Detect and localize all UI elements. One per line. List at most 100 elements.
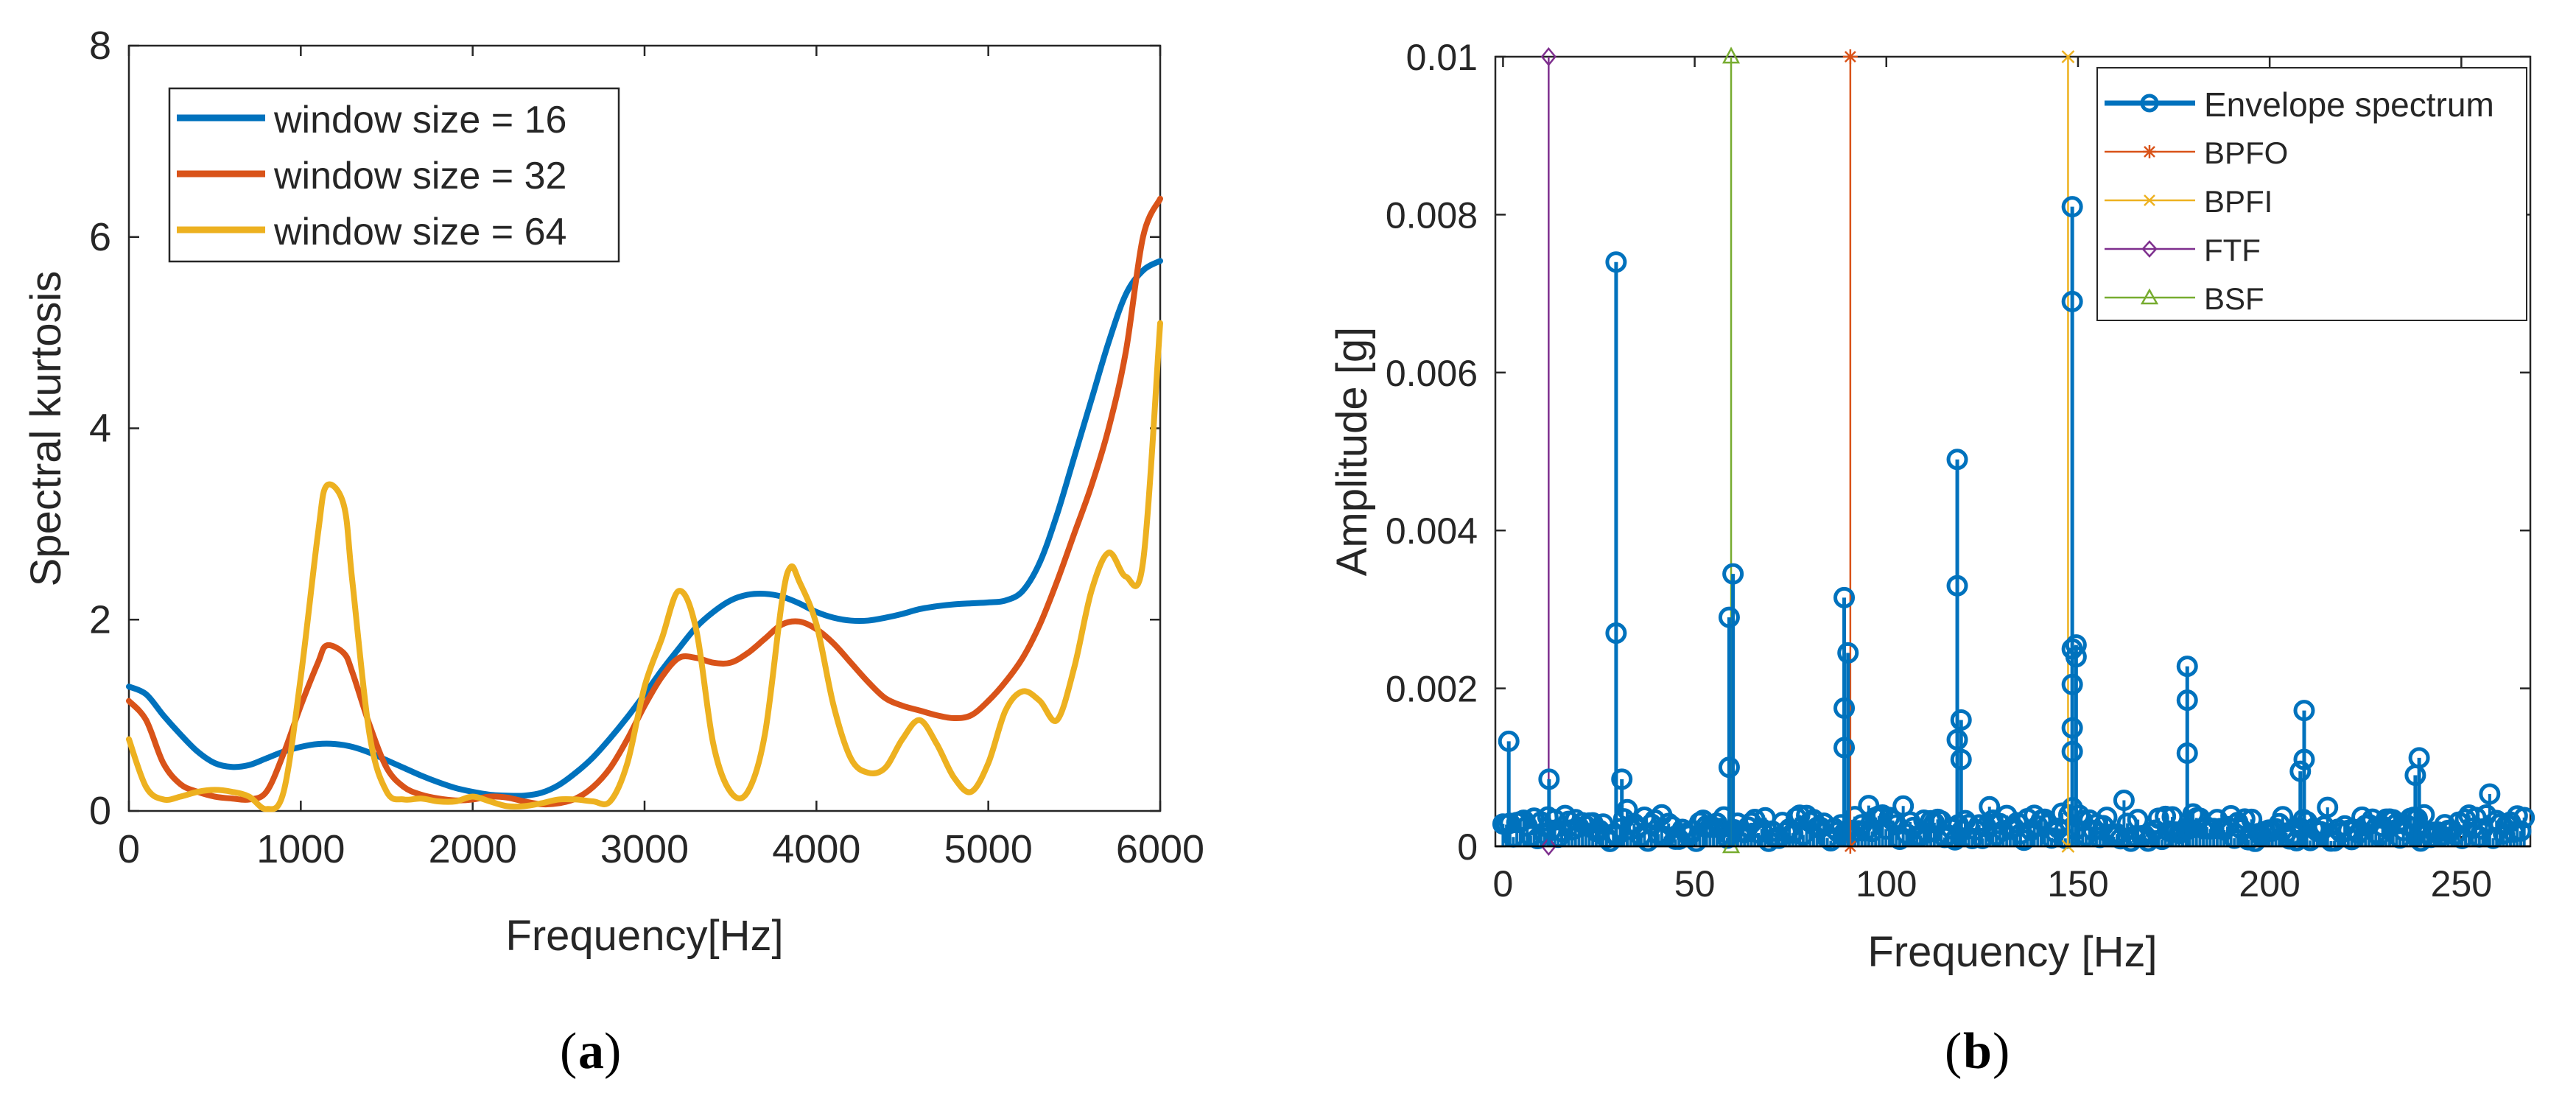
b-peak-marker-14-1 bbox=[2293, 748, 2315, 770]
a-xtick-label-5: 5000 bbox=[944, 827, 1033, 871]
b-ytick-label-3: 0.006 bbox=[1386, 353, 1478, 394]
b-fault-marker-bpfi-0 bbox=[2061, 50, 2075, 63]
panel-a-x-axis-label: Frequency[Hz] bbox=[505, 912, 783, 960]
b-peak-marker-9-0 bbox=[1950, 709, 1972, 731]
b-peak-marker-12-2 bbox=[2176, 742, 2198, 765]
b-peak-marker-7-0 bbox=[1837, 642, 1859, 664]
b-xtick-label-1: 50 bbox=[1674, 863, 1716, 904]
b-noise-floor-group bbox=[1492, 783, 2535, 852]
a-ytick-label-4: 8 bbox=[89, 24, 111, 68]
b-peak-marker-5-0 bbox=[1722, 563, 1744, 585]
b-peak-marker-4-0 bbox=[1718, 606, 1740, 628]
b-ytick-label-1: 0.002 bbox=[1386, 669, 1478, 710]
b-peak-marker-12-1 bbox=[2176, 689, 2198, 712]
legend-marker-bpfi bbox=[2144, 194, 2155, 206]
legend-marker-envelope bbox=[2140, 94, 2159, 113]
a-ytick-label-2: 4 bbox=[89, 407, 111, 451]
a-xtick-label-6: 6000 bbox=[1116, 827, 1204, 871]
b-fault-marker-bpfo-0 bbox=[1842, 49, 1858, 64]
b-noise-marker bbox=[2510, 820, 2532, 842]
a-xtick-label-4: 4000 bbox=[772, 827, 860, 871]
b-xtick-label-5: 250 bbox=[2431, 863, 2492, 904]
a-ytick-label-1: 2 bbox=[89, 597, 111, 642]
a-xtick-label-0: 0 bbox=[118, 827, 140, 871]
b-noise-marker bbox=[2233, 808, 2256, 830]
b-xtick-label-3: 150 bbox=[2047, 863, 2108, 904]
panel-b-y-axis-label: Amplitude [g] bbox=[1328, 327, 1376, 577]
b-fault-marker-ftf-0 bbox=[1540, 47, 1557, 66]
b-peak-marker-12-0 bbox=[2176, 656, 2198, 678]
legend-marker-bsf bbox=[2140, 288, 2159, 305]
b-peak-marker-2-0 bbox=[1605, 251, 1627, 273]
b-peak-marker-8-2 bbox=[1946, 728, 1968, 751]
caption-b-close-paren: ) bbox=[1993, 1023, 2010, 1080]
panel-a-legend: window size = 16 window size = 32 window… bbox=[168, 87, 620, 263]
b-ytick-label-2: 0.004 bbox=[1386, 510, 1478, 552]
b-peak-marker-9-1 bbox=[1950, 748, 1972, 770]
b-peak-marker-10-5 bbox=[2061, 740, 2083, 762]
a-xtick-label-1: 1000 bbox=[256, 827, 345, 871]
b-ytick-label-0: 0 bbox=[1457, 826, 1478, 868]
b-ytick-label-4: 0.008 bbox=[1386, 194, 1478, 236]
panel-b-legend: Envelope spectrum BPFO BPFI FTF BSF bbox=[2096, 67, 2527, 321]
b-peak-marker-4-1 bbox=[1718, 756, 1740, 779]
panel-b-envelope-spectrum-chart: 0 50 100 150 200 250 0 0.002 0.004 0.006 0.008 0.01… bbox=[1328, 37, 2535, 1080]
a-ytick-label-0: 0 bbox=[89, 789, 111, 833]
panel-b-ticks: 0 50 100 150 200 250 0 0.002 0.004 0.006 0.008 0.01 bbox=[1386, 37, 2530, 904]
panel-a-spectral-kurtosis-chart: 0 1000 2000 3000 4000 5000 6000 0 2 4 6 8 Frequency… bbox=[22, 24, 1204, 1080]
b-peak-marker-10-3 bbox=[2061, 673, 2083, 695]
legend-label-bsf: BSF bbox=[2204, 281, 2264, 316]
panel-b-x-axis-label: Frequency [Hz] bbox=[1867, 928, 2157, 976]
a-series-line-1 bbox=[126, 258, 1163, 799]
a-series-line-2 bbox=[126, 195, 1163, 808]
b-noise-marker bbox=[2317, 796, 2339, 818]
panel-a-ticks: 0 1000 2000 3000 4000 5000 6000 0 2 4 6 8 bbox=[89, 24, 1204, 871]
b-peak-marker-10-4 bbox=[2061, 717, 2083, 739]
legend-label-window-32: window size = 32 bbox=[273, 155, 566, 197]
b-peak-marker-0-0 bbox=[1498, 730, 1520, 752]
b-fault-marker-bpfi-0-b bbox=[2061, 50, 2075, 63]
b-fault-marker-bsf-0 bbox=[1722, 46, 1741, 64]
b-peak-marker-10-1 bbox=[2061, 290, 2083, 312]
b-noise-marker bbox=[2155, 805, 2177, 827]
b-noise-marker bbox=[1971, 827, 1993, 849]
b-fault-marker-bpfo-0-d bbox=[1844, 51, 1856, 63]
b-peak-marker-14-0 bbox=[2293, 700, 2315, 722]
b-peak-marker-8-1 bbox=[1946, 575, 1968, 597]
caption-b-letter: b bbox=[1963, 1023, 1992, 1080]
b-noise-marker bbox=[1979, 795, 2001, 818]
caption-b-open-paren: ( bbox=[1945, 1023, 1962, 1080]
panel-a-caption: ( a ) bbox=[560, 1023, 621, 1080]
caption-a-close-paren: ) bbox=[604, 1023, 621, 1080]
b-noise-marker bbox=[2513, 807, 2535, 829]
a-series-line-3 bbox=[126, 320, 1163, 812]
legend-label-envelope: Envelope spectrum bbox=[2204, 85, 2494, 124]
legend-label-window-16: window size = 16 bbox=[273, 99, 566, 141]
b-peak-marker-6-0 bbox=[1833, 586, 1856, 608]
b-peak-marker-16-0 bbox=[2408, 747, 2430, 769]
legend-marker-bpfo bbox=[2143, 145, 2156, 158]
a-ytick-label-3: 6 bbox=[89, 215, 111, 259]
b-xtick-label-0: 0 bbox=[1493, 863, 1514, 904]
b-peak-marker-1-0 bbox=[1538, 768, 1560, 790]
caption-a-open-paren: ( bbox=[560, 1023, 577, 1080]
legend-label-bpfi: BPFI bbox=[2204, 184, 2273, 219]
legend-label-ftf: FTF bbox=[2204, 233, 2261, 267]
b-xtick-label-4: 200 bbox=[2239, 863, 2300, 904]
b-peak-marker-3-0 bbox=[1611, 768, 1633, 790]
b-noise-marker bbox=[2479, 783, 2501, 805]
b-peak-marker-6-2 bbox=[1833, 737, 1856, 759]
b-ytick-label-5: 0.01 bbox=[1406, 37, 1478, 78]
caption-a-letter: a bbox=[578, 1023, 604, 1080]
b-peak-marker-10-0 bbox=[2061, 196, 2083, 218]
a-xtick-label-3: 3000 bbox=[600, 827, 689, 871]
b-peak-marker-2-1 bbox=[1605, 622, 1627, 644]
b-noise-marker bbox=[2113, 790, 2135, 812]
legend-label-bpfo: BPFO bbox=[2204, 136, 2288, 170]
panel-b-legend-box bbox=[2096, 67, 2527, 321]
panel-b-caption: ( b ) bbox=[1945, 1023, 2010, 1080]
panel-b-series bbox=[1492, 46, 2535, 856]
b-peak-marker-11-1 bbox=[2065, 646, 2087, 668]
panel-a-series bbox=[126, 195, 1163, 812]
